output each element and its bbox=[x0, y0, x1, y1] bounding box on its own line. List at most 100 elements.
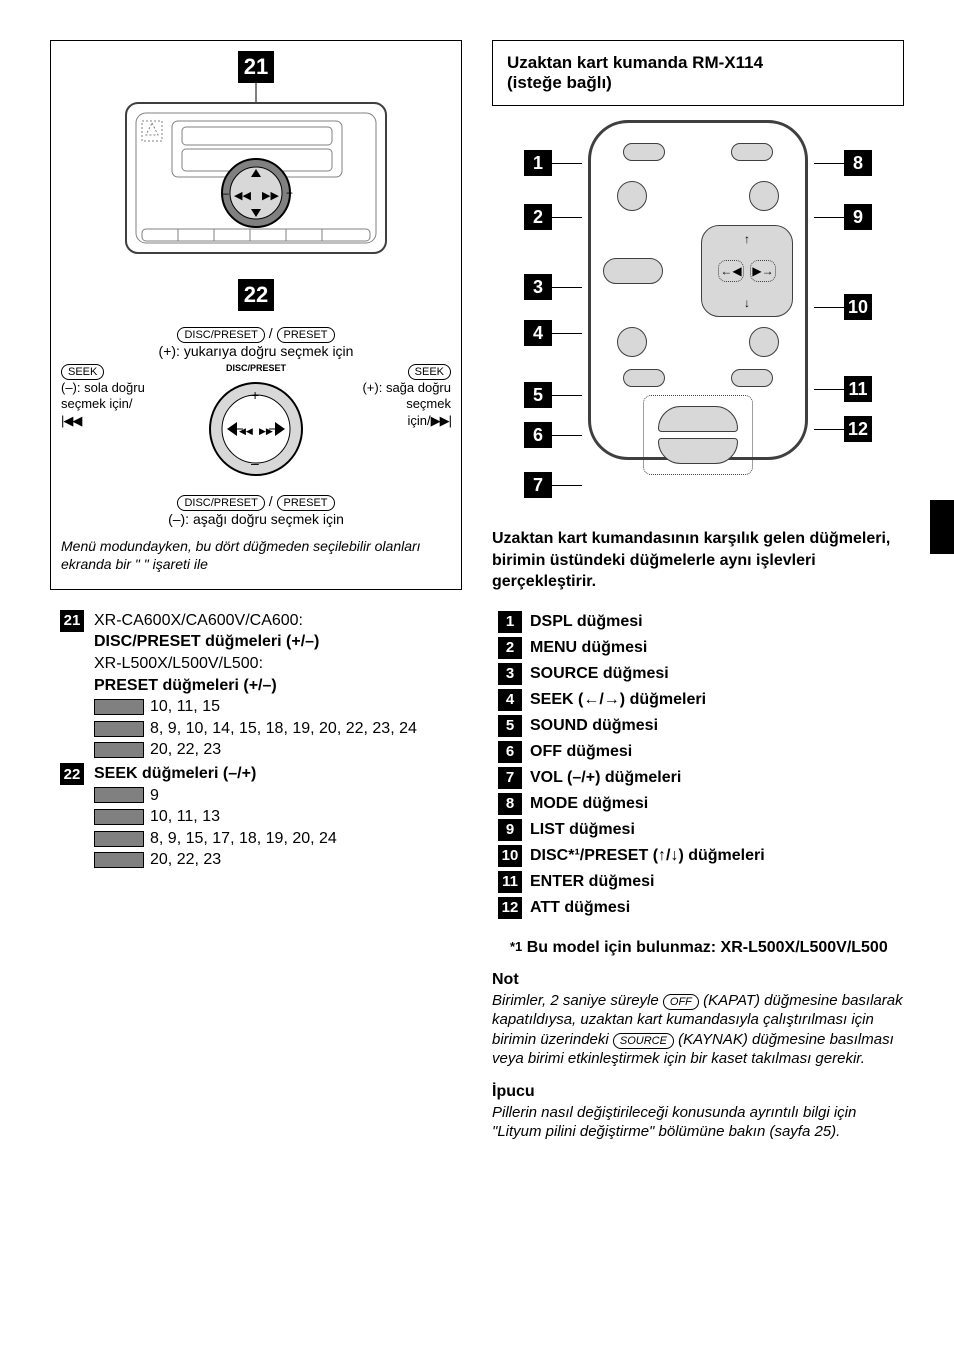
key-item-label: SOUND düğmesi bbox=[530, 717, 658, 735]
pill-off-note: OFF bbox=[663, 994, 699, 1010]
remote-btn-list bbox=[749, 181, 779, 211]
callout-10-key: 10 bbox=[498, 845, 522, 867]
pill-preset-bot: PRESET bbox=[277, 495, 335, 511]
bar-line-text: 20, 22, 23 bbox=[150, 739, 221, 761]
grey-bar-icon bbox=[94, 852, 144, 868]
callout-8-key: 8 bbox=[498, 793, 522, 815]
control-figure-box: 21 ◀◀ ▶▶ – bbox=[50, 40, 462, 590]
grey-bar-icon bbox=[94, 787, 144, 803]
key-item-8: 8 MODE düğmesi bbox=[498, 793, 904, 815]
key-item-label: SEEK (←/→) düğmeleri bbox=[530, 691, 706, 709]
desc-line: XR-CA600X/CA600V/CA600: bbox=[94, 610, 462, 632]
svg-text:+: + bbox=[251, 387, 259, 403]
callout-6: 6 bbox=[524, 422, 552, 448]
head-unit-illustration: ◀◀ ▶▶ – + bbox=[106, 83, 406, 273]
leader-line bbox=[552, 485, 582, 486]
dial-bottom-pills: DISC/PRESET / PRESET bbox=[61, 493, 451, 511]
desc-line: SEEK düğmeleri (–/+) bbox=[94, 763, 462, 785]
seek-prev-btn: ← ◀ bbox=[718, 260, 744, 282]
key-item-label: ENTER düğmesi bbox=[530, 873, 654, 891]
desc-item-body: SEEK düğmeleri (–/+)910, 11, 138, 9, 15,… bbox=[94, 763, 462, 871]
bar-line-text: 9 bbox=[150, 785, 159, 807]
right-column: Uzaktan kart kumanda RM-X114 (isteğe bağ… bbox=[492, 40, 904, 1142]
pill-disc-preset-top: DISC/PRESET bbox=[177, 327, 264, 343]
leader-line bbox=[552, 287, 582, 288]
desc-item-21: 21 XR-CA600X/CA600V/CA600:DISC/PRESET düğ… bbox=[60, 610, 462, 761]
callout-3-key: 3 bbox=[498, 663, 522, 685]
callout-21-list: 21 bbox=[60, 610, 84, 632]
remote-title-line2: (isteğe bağlı) bbox=[507, 73, 889, 93]
dial-curved-label: DISC/PRESET bbox=[178, 363, 334, 374]
leader-line bbox=[552, 395, 582, 396]
dial-footnote-text: Menü modundayken, bu dört düğmeden seçil… bbox=[61, 538, 421, 572]
callout-5: 5 bbox=[524, 382, 552, 408]
remote-btn-off bbox=[623, 369, 665, 387]
key-item-11: 11 ENTER düğmesi bbox=[498, 871, 904, 893]
key-item-label: LIST düğmesi bbox=[530, 821, 635, 839]
seek-block: SEEK (–): sola doğru seçmek için/ |◀◀ DI… bbox=[61, 363, 451, 489]
next-track-icon: ▶▶| bbox=[431, 413, 451, 428]
key-item-label: DSPL düğmesi bbox=[530, 613, 643, 631]
remote-btn-mode bbox=[731, 143, 773, 161]
key-item-label: DISC*¹/PRESET (↑/↓) düğmeleri bbox=[530, 847, 765, 865]
callout-5-key: 5 bbox=[498, 715, 522, 737]
callout-12: 12 bbox=[844, 416, 872, 442]
seek-left-side: SEEK (–): sola doğru seçmek için/ |◀◀ bbox=[61, 363, 178, 429]
bar-line: 8, 9, 15, 17, 18, 19, 20, 24 bbox=[94, 828, 462, 850]
grey-bar-icon bbox=[94, 742, 144, 758]
remote-callout-left-6: 6 bbox=[524, 422, 582, 448]
callout-12-key: 12 bbox=[498, 897, 522, 919]
key-item-1: 1DSPL düğmesi bbox=[498, 611, 904, 633]
desc-line: PRESET düğmeleri (+/–) bbox=[94, 675, 462, 697]
callout-7-key: 7 bbox=[498, 767, 522, 789]
seek-left-line2: seçmek için/ bbox=[61, 396, 133, 411]
remote-btn-sound bbox=[617, 327, 647, 357]
remote-btn-att bbox=[731, 369, 773, 387]
remote-intro-paragraph: Uzaktan kart kumandasının karşılık gelen… bbox=[492, 528, 904, 593]
leader-line bbox=[552, 217, 582, 218]
callout-11-key: 11 bbox=[498, 871, 522, 893]
key-item-label: MENU düğmesi bbox=[530, 639, 647, 657]
seek-right-line3: için/ bbox=[408, 413, 431, 428]
callout-3: 3 bbox=[524, 274, 552, 300]
remote-title-box: Uzaktan kart kumanda RM-X114 (isteğe bağ… bbox=[492, 40, 904, 106]
grey-bar-icon bbox=[94, 831, 144, 847]
remote-callout-left-3: 3 bbox=[524, 274, 582, 300]
leader-line bbox=[552, 163, 582, 164]
svg-text:–: – bbox=[222, 186, 229, 200]
bar-line-text: 8, 9, 15, 17, 18, 19, 20, 24 bbox=[150, 828, 337, 850]
remote-vol-block bbox=[643, 395, 753, 475]
key-item-9: 9 LIST düğmesi bbox=[498, 819, 904, 841]
key-item-label: MODE düğmesi bbox=[530, 795, 648, 813]
remote-figure: 1234567 ↑ ← ◀ ▶ → bbox=[492, 120, 904, 498]
remote-callout-left-5: 5 bbox=[524, 382, 582, 408]
remote-left-callouts: 1234567 bbox=[524, 120, 582, 498]
callout-21: 21 bbox=[238, 51, 274, 83]
pill-source-note: SOURCE bbox=[613, 1033, 674, 1049]
leader-line bbox=[814, 389, 844, 390]
desc-item-body: XR-CA600X/CA600V/CA600:DISC/PRESET düğme… bbox=[94, 610, 462, 761]
callout-9-key: 9 bbox=[498, 819, 522, 841]
callout-1: 1 bbox=[524, 150, 552, 176]
seek-right-line1: (+): sağa doğru bbox=[362, 380, 451, 395]
bar-line: 10, 11, 15 bbox=[94, 696, 462, 718]
bar-line-text: 10, 11, 13 bbox=[150, 806, 220, 828]
arrow-down-icon: ↓ bbox=[744, 296, 750, 310]
callout-22-list: 22 bbox=[60, 763, 84, 785]
callout-8: 8 bbox=[844, 150, 872, 176]
remote-callout-left-4: 4 bbox=[524, 320, 582, 346]
page-root: 21 ◀◀ ▶▶ – bbox=[50, 40, 904, 1142]
callout-11: 11 bbox=[844, 376, 872, 402]
desc-item-22: 22 SEEK düğmeleri (–/+)910, 11, 138, 9, 1… bbox=[60, 763, 462, 871]
grey-bar-icon bbox=[94, 721, 144, 737]
bar-line: 8, 9, 10, 14, 15, 18, 19, 20, 22, 23, 24 bbox=[94, 718, 462, 740]
tip-body: Pillerin nasıl değiştirileceği konusunda… bbox=[492, 1103, 904, 1142]
callout-10: 10 bbox=[844, 294, 872, 320]
remote-vol-down bbox=[658, 438, 738, 464]
svg-text:+: + bbox=[286, 186, 293, 200]
callout-22: 22 bbox=[238, 279, 274, 311]
key-item-5: 5 SOUND düğmesi bbox=[498, 715, 904, 737]
leader-line bbox=[814, 163, 844, 164]
key-item-7: 7VOL (–/+) düğmeleri bbox=[498, 767, 904, 789]
bar-line: 20, 22, 23 bbox=[94, 849, 462, 871]
